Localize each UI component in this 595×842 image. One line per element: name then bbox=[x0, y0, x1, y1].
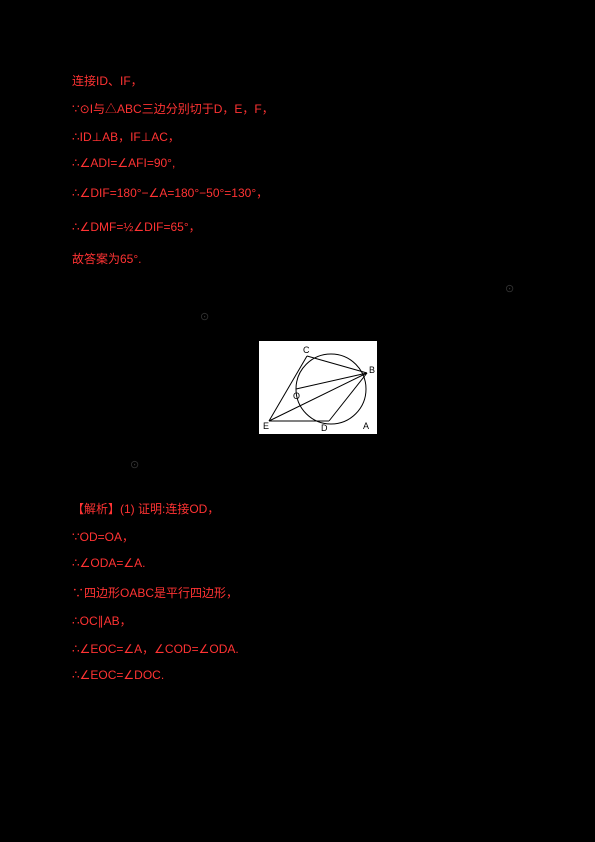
solution-line: ∴OC∥AB， bbox=[72, 612, 132, 629]
svg-text:B: B bbox=[369, 365, 375, 375]
watermark-icon: ⊙ bbox=[505, 282, 514, 295]
circle-parallelogram-icon: C B E O D A bbox=[259, 341, 379, 436]
solution-line: ∴∠DIF=180°−∠A=180°−50°=130°， bbox=[72, 184, 268, 201]
solution-line: ∵⊙I与△ABC三边分别切于D，E，F， bbox=[72, 100, 274, 117]
solution-line: ∵四边形OABC是平行四边形， bbox=[72, 584, 238, 601]
svg-text:A: A bbox=[363, 421, 369, 431]
watermark-icon: ⊙ bbox=[200, 310, 209, 323]
solution-line: ∴∠ODA=∠A. bbox=[72, 556, 146, 570]
solution-line: 【解析】(1) 证明:连接OD， bbox=[72, 500, 219, 517]
solution-line: 连接ID、IF， bbox=[72, 72, 143, 89]
solution-line: ∴∠ADI=∠AFI=90°, bbox=[72, 156, 175, 170]
svg-text:C: C bbox=[303, 345, 310, 355]
watermark-icon: ⊙ bbox=[130, 458, 139, 471]
solution-line: ∴∠EOC=∠A，∠COD=∠ODA. bbox=[72, 640, 239, 657]
solution-line: ∴∠DMF=½∠DIF=65°， bbox=[72, 218, 201, 235]
geometry-diagram: C B E O D A bbox=[258, 340, 378, 435]
svg-text:O: O bbox=[293, 391, 300, 401]
solution-line: ∵OD=OA， bbox=[72, 528, 134, 545]
solution-line: ∴∠EOC=∠DOC. bbox=[72, 668, 164, 682]
solution-line: ∴ID⊥AB，IF⊥AC， bbox=[72, 128, 180, 145]
svg-text:E: E bbox=[263, 421, 269, 431]
solution-line: 故答案为65°. bbox=[72, 250, 141, 267]
svg-text:D: D bbox=[321, 423, 328, 433]
